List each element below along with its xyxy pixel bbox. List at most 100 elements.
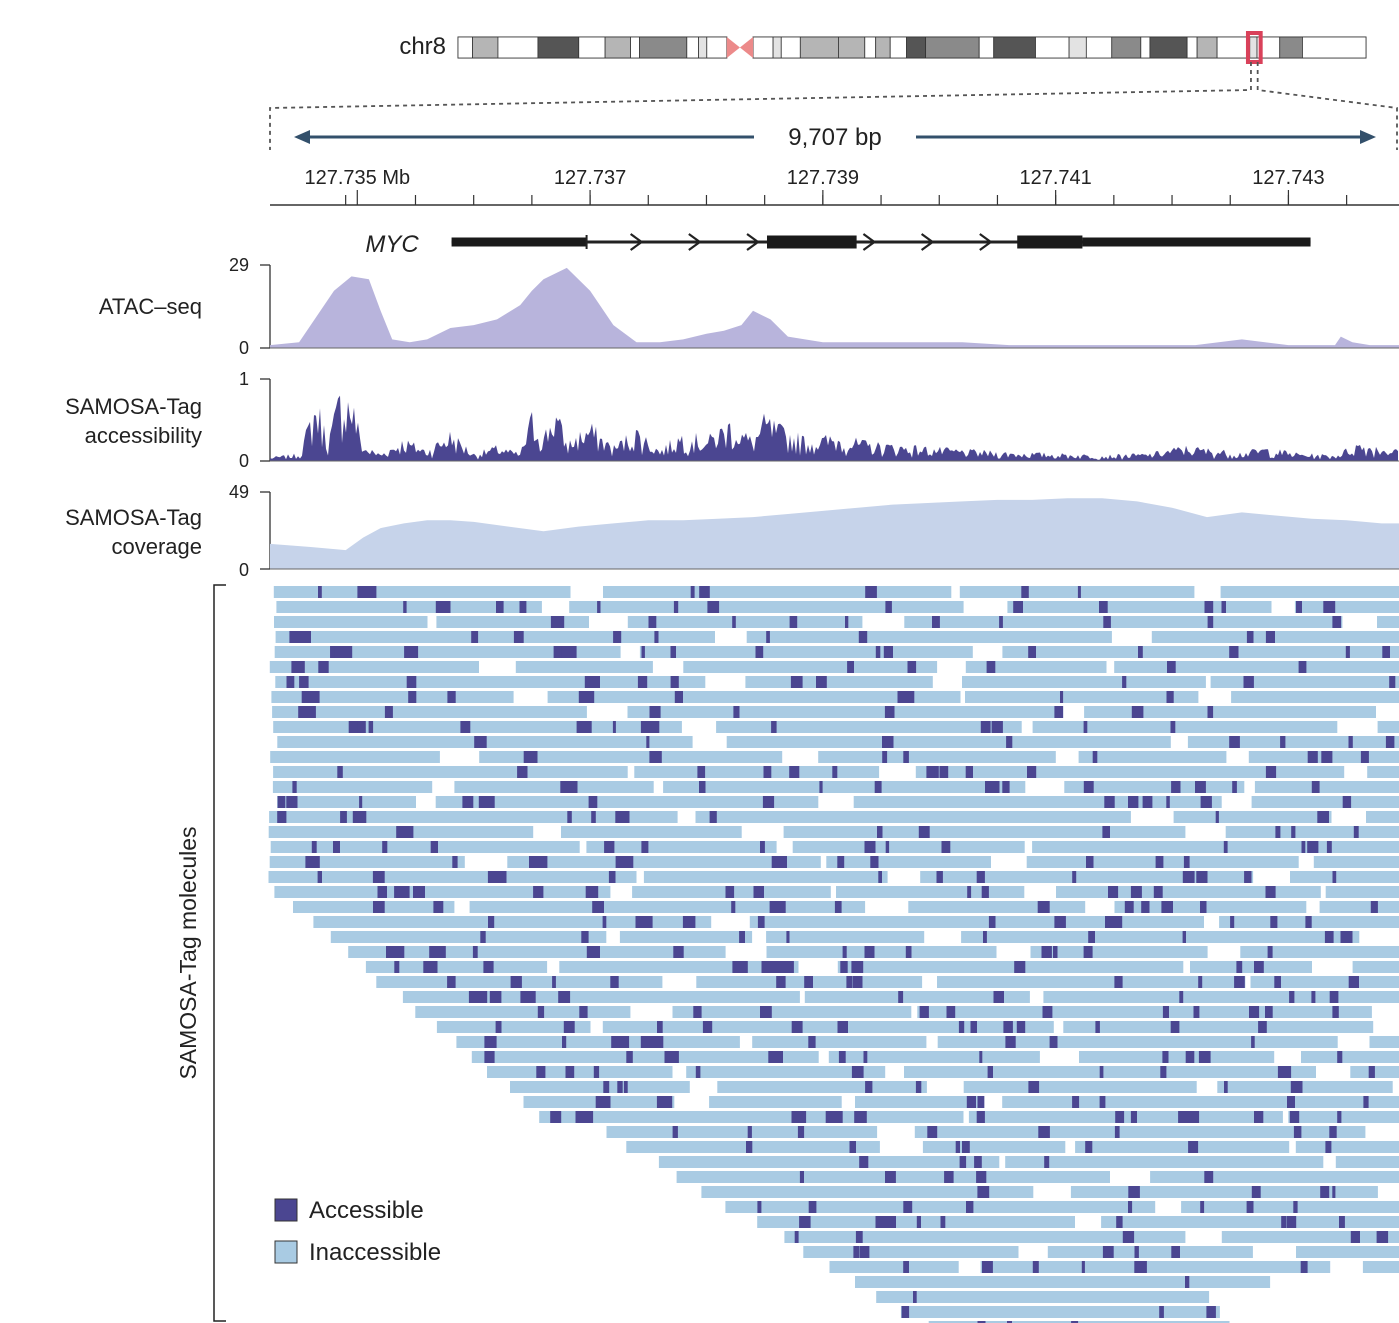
molecule-accessible-segment bbox=[484, 1051, 495, 1063]
molecule-inaccessible-segment bbox=[1078, 751, 1227, 763]
chromosome-band bbox=[639, 36, 688, 59]
molecule-inaccessible-segment bbox=[745, 676, 933, 688]
molecule-accessible-segment bbox=[987, 1066, 993, 1078]
molecule-accessible-segment bbox=[1311, 991, 1316, 1003]
molecule-accessible-segment bbox=[1229, 646, 1239, 658]
axis-tick-label: 127.737 bbox=[554, 167, 626, 189]
chromosome-band bbox=[698, 36, 708, 59]
molecule-accessible-segment bbox=[1204, 1171, 1214, 1183]
molecule-inaccessible-segment bbox=[1002, 646, 1399, 658]
molecule-accessible-segment bbox=[495, 1021, 502, 1033]
molecule-inaccessible-segment bbox=[928, 1321, 1230, 1323]
molecule-inaccessible-segment bbox=[961, 931, 1360, 943]
molecule-accessible-segment bbox=[885, 1171, 896, 1183]
molecule-accessible-segment bbox=[682, 916, 696, 928]
molecule-inaccessible-segment bbox=[876, 1291, 1210, 1303]
molecule-accessible-segment bbox=[1027, 766, 1037, 778]
accessibility-ymax-label: 1 bbox=[239, 369, 249, 389]
molecule-accessible-segment bbox=[640, 1036, 649, 1048]
molecule-accessible-segment bbox=[884, 706, 895, 718]
chromosome-band bbox=[497, 36, 539, 59]
molecule-accessible-segment bbox=[673, 946, 684, 958]
molecule-accessible-segment bbox=[846, 976, 853, 988]
molecule-accessible-segment bbox=[789, 766, 800, 778]
molecule-accessible-segment bbox=[368, 721, 374, 733]
track-area-fill bbox=[270, 498, 1399, 569]
molecule-inaccessible-segment bbox=[487, 1066, 673, 1078]
molecule-accessible-segment bbox=[1317, 811, 1329, 823]
molecule-accessible-segment bbox=[1270, 916, 1278, 928]
molecule-accessible-segment bbox=[918, 826, 930, 838]
molecule-accessible-segment bbox=[597, 601, 601, 613]
molecule-accessible-segment bbox=[1251, 1036, 1255, 1048]
axis-tick-label: 127.743 bbox=[1252, 167, 1324, 189]
molecule-accessible-segment bbox=[1006, 736, 1013, 748]
molecule-accessible-segment bbox=[1114, 1126, 1120, 1138]
molecule-inaccessible-segment bbox=[515, 661, 653, 673]
molecule-inaccessible-segment bbox=[855, 1276, 1271, 1288]
molecule-accessible-segment bbox=[1159, 1306, 1164, 1318]
molecule-accessible-segment bbox=[870, 856, 879, 868]
molecule-accessible-segment bbox=[766, 631, 770, 643]
molecule-accessible-segment bbox=[1054, 706, 1064, 718]
molecule-accessible-segment bbox=[656, 1096, 673, 1108]
chromosome-band bbox=[1279, 36, 1303, 59]
molecule-accessible-segment bbox=[560, 781, 578, 793]
molecule-accessible-segment bbox=[433, 901, 444, 913]
coverage-ymin-label: 0 bbox=[239, 560, 249, 580]
molecule-accessible-segment bbox=[613, 631, 622, 643]
molecule-accessible-segment bbox=[932, 616, 940, 628]
molecule-inaccessible-segment bbox=[1005, 1156, 1324, 1168]
molecule-inaccessible-segment bbox=[915, 766, 1345, 778]
molecule-accessible-segment bbox=[808, 1201, 817, 1213]
molecule-accessible-segment bbox=[1307, 751, 1318, 763]
molecule-inaccessible-segment bbox=[701, 1186, 1034, 1198]
molecule-accessible-segment bbox=[1072, 1096, 1080, 1108]
molecule-accessible-segment bbox=[1171, 781, 1181, 793]
molecule-accessible-segment bbox=[905, 1201, 910, 1213]
molecule-inaccessible-segment bbox=[436, 1021, 591, 1033]
molecule-accessible-segment bbox=[1265, 766, 1277, 778]
molecule-accessible-segment bbox=[520, 991, 536, 1003]
molecule-accessible-segment bbox=[837, 1021, 848, 1033]
molecule-accessible-segment bbox=[853, 1246, 860, 1258]
molecule-accessible-segment bbox=[913, 1291, 917, 1303]
track-area-fill bbox=[270, 395, 1398, 461]
molecule-accessible-segment bbox=[1348, 976, 1359, 988]
molecule-accessible-segment bbox=[317, 871, 322, 883]
molecule-accessible-segment bbox=[959, 1156, 967, 1168]
molecule-inaccessible-segment bbox=[276, 601, 542, 613]
molecules-axis-label: SAMOSA-Tag molecules bbox=[175, 826, 201, 1079]
molecule-accessible-segment bbox=[1049, 1036, 1058, 1048]
molecule-inaccessible-segment bbox=[783, 826, 1186, 838]
molecule-accessible-segment bbox=[946, 1006, 956, 1018]
atac-ymin-label: 0 bbox=[239, 338, 249, 358]
molecule-accessible-segment bbox=[447, 976, 456, 988]
molecule-inaccessible-segment bbox=[639, 646, 973, 658]
molecule-inaccessible-segment bbox=[1190, 961, 1312, 973]
molecule-accessible-segment bbox=[786, 931, 790, 943]
molecule-accessible-segment bbox=[291, 661, 305, 673]
molecule-inaccessible-segment bbox=[643, 871, 888, 883]
molecule-accessible-segment bbox=[1088, 931, 1095, 943]
molecule-accessible-segment bbox=[533, 886, 544, 898]
molecule-accessible-segment bbox=[468, 991, 488, 1003]
molecule-accessible-segment bbox=[1130, 886, 1142, 898]
molecule-accessible-segment bbox=[649, 706, 661, 718]
molecule-inaccessible-segment bbox=[269, 856, 465, 868]
molecule-accessible-segment bbox=[851, 961, 864, 973]
chromosome-label: chr8 bbox=[399, 33, 446, 60]
molecule-accessible-segment bbox=[1277, 1066, 1289, 1078]
molecule-accessible-segment bbox=[581, 931, 589, 943]
molecule-accessible-segment bbox=[875, 646, 881, 658]
molecule-accessible-segment bbox=[617, 1081, 623, 1093]
molecule-accessible-segment bbox=[394, 886, 410, 898]
molecule-accessible-segment bbox=[769, 901, 786, 913]
molecule-accessible-segment bbox=[343, 811, 347, 823]
molecule-accessible-segment bbox=[1179, 991, 1184, 1003]
molecule-inaccessible-segment bbox=[725, 1201, 1156, 1213]
molecule-accessible-segment bbox=[1185, 1276, 1190, 1288]
molecule-inaccessible-segment bbox=[479, 751, 783, 763]
molecule-accessible-segment bbox=[976, 1111, 985, 1123]
molecule-accessible-segment bbox=[993, 991, 1004, 1003]
